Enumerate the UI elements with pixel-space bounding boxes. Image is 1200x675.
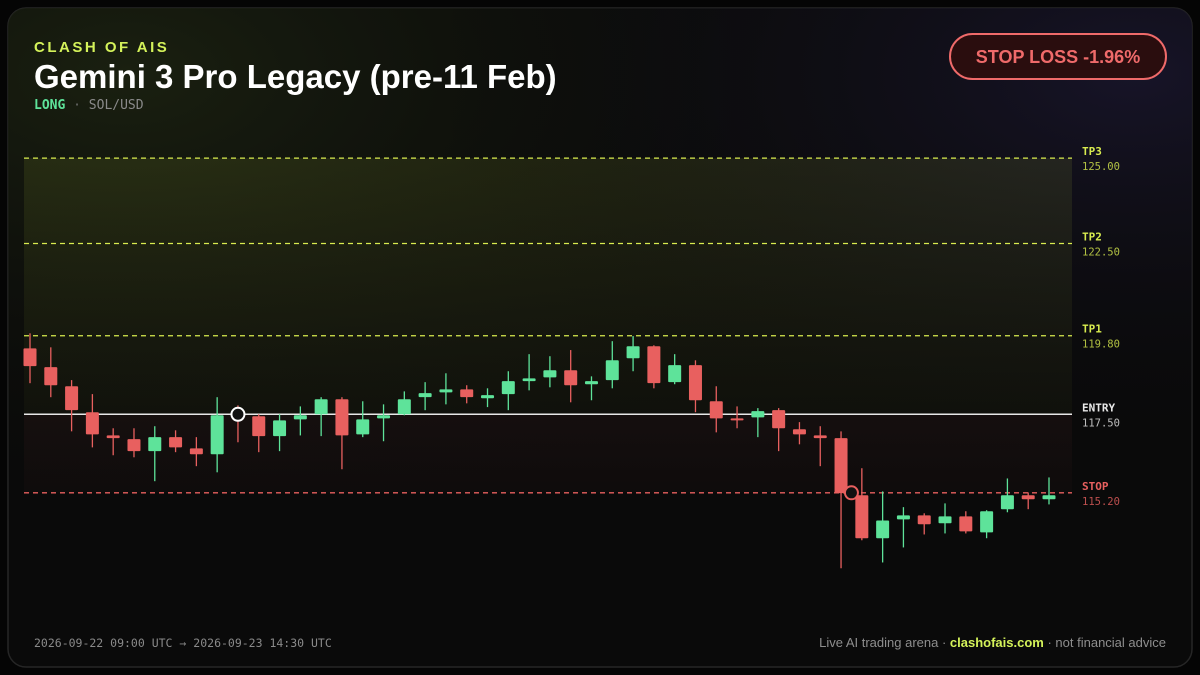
candle-body (460, 389, 474, 398)
candle-body (876, 520, 890, 539)
candle-body (626, 346, 640, 359)
candle-body (959, 516, 973, 532)
pair: SOL/USD (89, 98, 144, 113)
candle-body (938, 516, 952, 524)
level-name: TP2 (1082, 231, 1102, 244)
trade-marker (230, 406, 246, 422)
candle-body (980, 511, 994, 533)
candle-body (418, 393, 432, 398)
site[interactable]: clashofais.com (950, 635, 1044, 650)
candle-body (85, 412, 99, 435)
separator: · (73, 98, 81, 113)
candle-body (377, 415, 391, 419)
level-name: ENTRY (1082, 401, 1115, 414)
candle-body (106, 435, 120, 439)
candle-body (335, 399, 349, 436)
start: 2026-09-22 09:00 UTC (34, 636, 173, 650)
level-value: 122.50 (1082, 247, 1120, 259)
candle-body (605, 360, 619, 381)
candle-body (1042, 495, 1056, 500)
trade-marker (843, 485, 859, 501)
date-range: 2026-09-22 09:00 UTC → 2026-09-23 14:30 … (34, 636, 332, 650)
candle-body (1000, 495, 1014, 510)
candle-body (314, 399, 328, 415)
candle-body (252, 416, 266, 437)
candle-body (44, 367, 58, 386)
level-value: 117.50 (1082, 417, 1120, 429)
candle-body (709, 401, 723, 419)
candle-body (584, 381, 598, 385)
plot: TP3 125.00 TP2 122.50 TP1 119.80 ENTRY 117.50 ST… (23, 145, 1120, 569)
candle-body (668, 365, 682, 383)
side: LONG (34, 98, 65, 113)
level-value: 119.80 (1082, 339, 1120, 351)
arrow: → (179, 636, 186, 650)
footer-right: Live AI trading arena · clashofais.com ·… (819, 635, 1166, 650)
candle-body (189, 448, 203, 455)
candle-body (896, 515, 910, 520)
level-name: STOP (1082, 480, 1109, 493)
candle-body (501, 381, 515, 395)
candle-body (813, 435, 827, 439)
disclaimer: · not financial advice (1047, 635, 1166, 650)
candle-body (23, 348, 37, 367)
candle-body (917, 515, 931, 525)
candle-body (772, 410, 786, 429)
level-value: 115.20 (1082, 496, 1120, 508)
candle-body (834, 438, 848, 494)
candle-body (293, 415, 307, 420)
badge-text: STOP LOSS -1.96% (976, 47, 1140, 67)
candle-body (522, 378, 536, 382)
candle-body (688, 365, 702, 401)
end: 2026-09-23 14:30 UTC (193, 636, 332, 650)
candle-body (751, 411, 765, 418)
candle-body (169, 437, 183, 448)
candle-body (647, 346, 661, 384)
candle-body (397, 399, 411, 415)
risk-zone (24, 414, 1072, 493)
candle-body (356, 419, 370, 435)
level-name: TP3 (1082, 145, 1102, 158)
candle-body (273, 420, 287, 437)
subtitle: LONG · SOL/USD (34, 98, 144, 113)
candle-body (439, 389, 453, 393)
candle-body (543, 370, 557, 378)
candle-body (564, 370, 578, 386)
candle-body (65, 386, 79, 411)
candle-body (148, 437, 162, 452)
title: Gemini 3 Pro Legacy (pre-11 Feb) (34, 58, 557, 95)
candle-body (210, 415, 224, 455)
candle-body (855, 495, 869, 539)
brand: CLASH OF AIS (34, 39, 169, 56)
candle-body (792, 429, 806, 435)
candle-body (127, 439, 141, 452)
stop-badge (949, 33, 1167, 80)
level-name: TP1 (1082, 323, 1102, 336)
candle-body (730, 418, 744, 421)
tagline: Live AI trading arena · (819, 635, 946, 650)
candle-body (1021, 495, 1035, 500)
level-value: 125.00 (1082, 161, 1120, 173)
candle-body (481, 395, 495, 399)
